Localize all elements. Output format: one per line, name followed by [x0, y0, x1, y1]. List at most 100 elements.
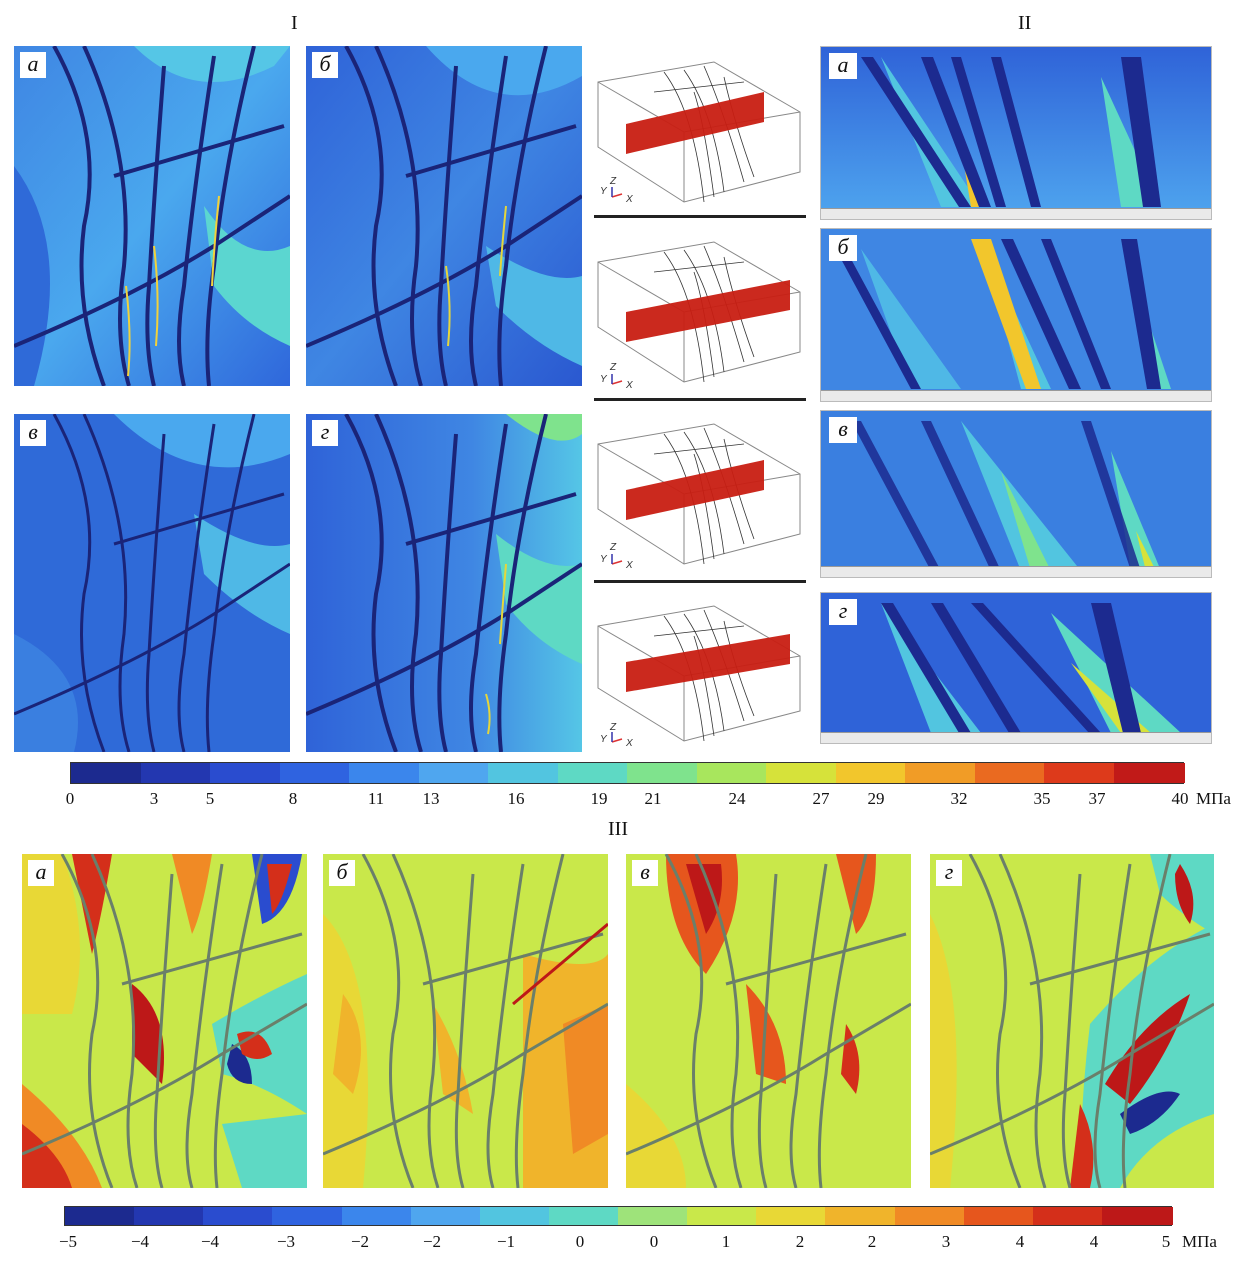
stress-map-iii-b — [323, 854, 608, 1188]
colorbar-tick-label: 2 — [795, 1232, 805, 1251]
colorbar-tick-label: 13 — [422, 789, 440, 808]
z-axis-label: Z — [609, 542, 617, 553]
colorbar-segment — [766, 763, 838, 783]
colorbar-tick-label: −1 — [496, 1232, 516, 1251]
colorbar-tick-label: −4 — [130, 1232, 150, 1251]
section-ii-panel-a: а — [820, 46, 1212, 220]
cross-section-ii-g — [821, 593, 1211, 743]
section-i-panel-a: а — [14, 46, 290, 386]
colorbar-segment — [140, 763, 213, 783]
stress-map-i-a — [14, 46, 290, 386]
colorbar-tick-label: 1 — [721, 1232, 731, 1251]
colorbar-segment — [1044, 763, 1116, 783]
panel-label: а — [20, 52, 46, 78]
panel-label: в — [829, 417, 857, 443]
colorbar-segment — [894, 1207, 966, 1225]
colorbar-segment — [71, 763, 143, 783]
colorbar-segment — [349, 763, 421, 783]
section-title-ii: II — [1018, 12, 1032, 34]
model-3d-view-4: Y Z X — [594, 596, 806, 748]
colorbar-segment — [548, 1207, 621, 1225]
cross-section-ii-a — [821, 47, 1211, 219]
box-3d-diagram: Y Z X — [597, 61, 801, 205]
stress-map-i-g — [306, 414, 582, 752]
colorbar-segment — [696, 763, 769, 783]
colorbar-tick-label: 8 — [288, 789, 298, 808]
colorbar-tick-label: −3 — [276, 1232, 296, 1251]
y-axis-label: Y — [600, 554, 608, 565]
colorbar-tick-label: 37 — [1088, 789, 1106, 808]
colorbar-tick-label: 2 — [867, 1232, 877, 1251]
z-axis-label: Z — [609, 722, 617, 733]
x-axis — [821, 208, 1211, 219]
x-axis-label: X — [625, 560, 633, 571]
section-iii-panel-g: г — [930, 854, 1214, 1188]
separator-line — [594, 580, 806, 583]
colorbar-tick-label: 0 — [649, 1232, 659, 1251]
colorbar-segment — [341, 1207, 413, 1225]
stress-map-i-b — [306, 46, 582, 386]
model-3d-view-1: Y Z X — [594, 52, 806, 212]
x-axis-label: X — [625, 194, 633, 205]
colorbar-tick-label: 4 — [1015, 1232, 1025, 1251]
colorbar-segment — [825, 1207, 897, 1225]
section-title-i: I — [291, 12, 298, 34]
colorbar-tick-label: 40 — [1171, 789, 1189, 808]
colorbar-segment — [210, 763, 282, 783]
colorbar-tick-label: 35 — [1033, 789, 1051, 808]
panel-label: а — [28, 860, 54, 886]
colorbar-tick-label: −2 — [350, 1232, 370, 1251]
panel-label: в — [20, 420, 46, 446]
colorbar-segment — [272, 1207, 344, 1225]
colorbar-tick-label: −4 — [200, 1232, 220, 1251]
colorbar-segment — [479, 1207, 552, 1225]
colorbar-tick-label: 32 — [950, 789, 968, 808]
section-iii-panel-a: а — [22, 854, 307, 1188]
section-iii-panel-v: в — [626, 854, 911, 1188]
colorbar-segment — [65, 1207, 137, 1225]
stress-map-iii-a — [22, 854, 307, 1188]
colorbar-segment — [418, 763, 491, 783]
colorbar-tick-label: 3 — [149, 789, 159, 808]
box-3d-diagram: Y Z X — [597, 605, 801, 748]
colorbar-tick-label: 4 — [1089, 1232, 1099, 1251]
colorbar-top-unit: МПа — [1196, 789, 1231, 808]
colorbar-tick-label: 11 — [367, 789, 385, 808]
colorbar-tick-label: 29 — [867, 789, 885, 808]
colorbar-tick-label: 0 — [65, 789, 75, 808]
section-ii-panel-v: в — [820, 410, 1212, 578]
colorbar-tick-label: 5 — [1161, 1232, 1171, 1251]
colorbar-segment — [627, 763, 699, 783]
colorbar-segment — [557, 763, 630, 783]
x-axis-label: X — [625, 380, 633, 391]
colorbar-segment — [687, 1207, 759, 1225]
colorbar-bottom-unit: МПа — [1182, 1232, 1217, 1251]
box-3d-diagram: Y Z X — [597, 241, 801, 391]
panel-label: б — [829, 235, 857, 261]
panel-label: б — [329, 860, 355, 886]
z-axis-label: Z — [609, 362, 617, 373]
y-axis-label: Y — [600, 734, 608, 745]
x-axis-label: X — [625, 738, 633, 748]
colorbar-tick-label: 0 — [575, 1232, 585, 1251]
colorbar-tick-label: −5 — [58, 1232, 78, 1251]
colorbar-segment — [1113, 763, 1186, 783]
colorbar-top — [70, 762, 1186, 784]
separator-line — [594, 215, 806, 218]
colorbar-segment — [618, 1207, 690, 1225]
model-3d-view-3: Y Z X — [594, 414, 806, 574]
section-i-panel-g: г — [306, 414, 582, 752]
colorbar-segment — [835, 763, 908, 783]
x-axis — [821, 732, 1211, 743]
model-3d-view-2: Y Z X — [594, 232, 806, 392]
stress-map-iii-g — [930, 854, 1214, 1188]
section-ii-panel-b: б — [820, 228, 1212, 402]
section-i-panel-b: б — [306, 46, 582, 386]
colorbar-segment — [279, 763, 352, 783]
panel-label: г — [312, 420, 338, 446]
colorbar-segment — [905, 763, 977, 783]
colorbar-segment — [963, 1207, 1035, 1225]
colorbar-segment — [488, 763, 560, 783]
y-axis-label: Y — [600, 374, 608, 385]
separator-line — [594, 398, 806, 401]
